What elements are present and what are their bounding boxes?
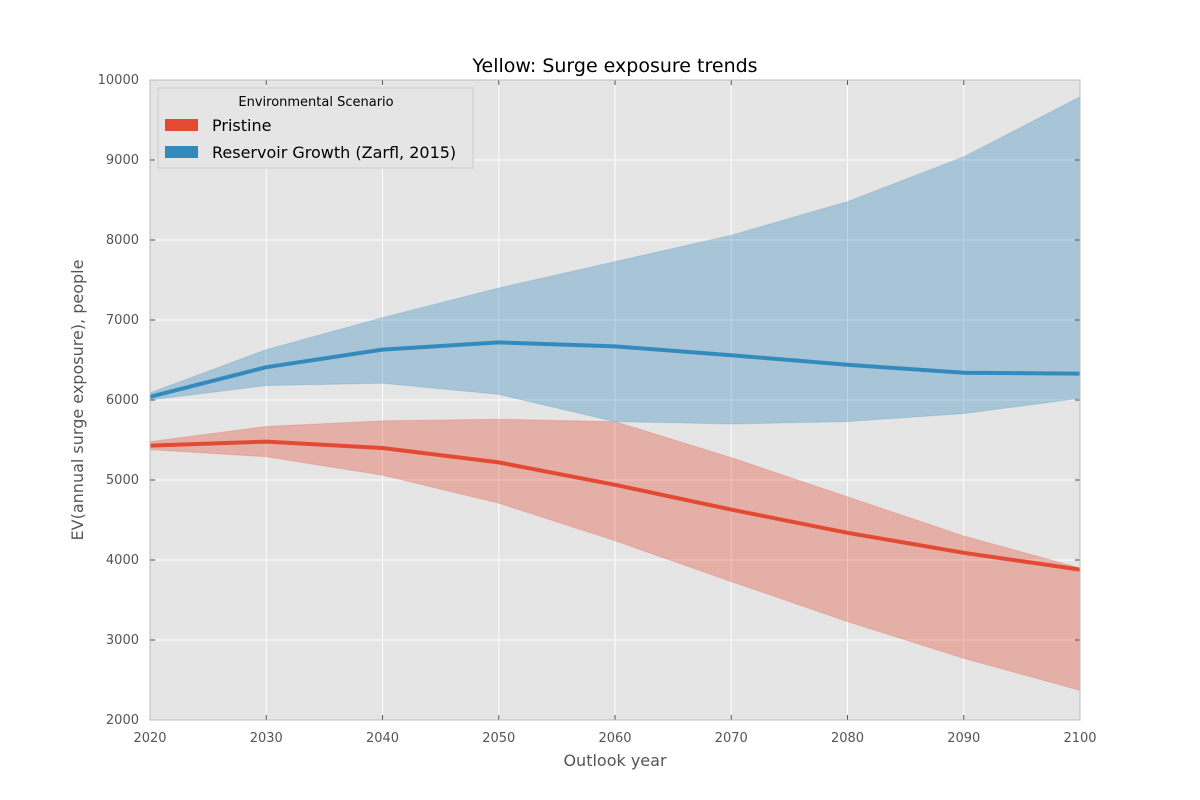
x-tick-label: 2030 [250,731,283,746]
series-line-0 [149,439,1081,572]
y-tick-label: 8000 [106,233,139,248]
y-tick-label: 4000 [106,553,139,568]
legend-label-pristine: Pristine [212,116,271,135]
x-tick-label: 2060 [598,731,631,746]
x-tick-label: 2070 [715,731,748,746]
y-axis-title: EV(annual surge exposure), people [68,260,87,541]
legend-label-reservoir-growth: Reservoir Growth (Zarfl, 2015) [212,143,456,162]
y-tick-label: 6000 [106,393,139,408]
series-line-1 [149,340,1081,399]
y-tick-label: 3000 [106,633,139,648]
y-tick-label: 2000 [106,713,139,728]
legend: Environmental Scenario Pristine Reservoi… [157,87,474,169]
x-tick-label: 2090 [947,731,980,746]
x-tick-label: 2040 [366,731,399,746]
tick-labels: 2020 2030 2040 2050 2060 2070 2080 2090 2100 2000… [98,73,1097,746]
chart-title: Yellow: Surge exposure trends [471,55,757,77]
x-tick-label: 2050 [482,731,515,746]
x-tick-label: 2100 [1063,731,1096,746]
y-tick-label: 7000 [106,313,139,328]
y-tick-label: 10000 [98,73,139,88]
x-axis-title: Outlook year [563,751,667,770]
series-lines [149,340,1081,572]
x-tick-label: 2020 [133,731,166,746]
y-tick-label: 9000 [106,153,139,168]
legend-box [157,87,474,169]
plot-frame [149,79,1081,721]
y-tick-label: 5000 [106,473,139,488]
x-tick-label: 2080 [831,731,864,746]
legend-swatch-pristine [165,119,198,131]
legend-swatch-reservoir-growth [165,146,198,158]
legend-title: Environmental Scenario [238,95,393,110]
